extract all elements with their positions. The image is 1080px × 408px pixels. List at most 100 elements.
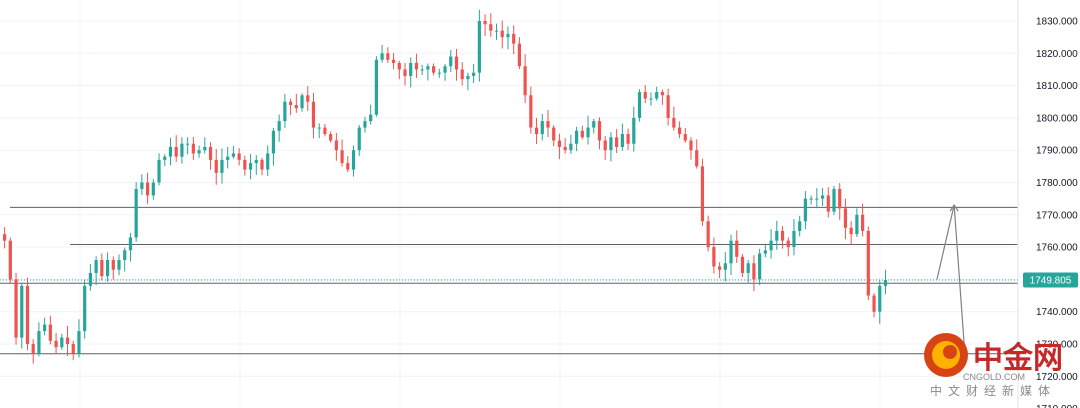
candle-down (866, 226, 870, 301)
candle-up (477, 9, 481, 82)
y-tick-label: 1810.000 (1036, 81, 1078, 92)
candle-body (872, 295, 876, 312)
candle-body (31, 344, 35, 354)
candle-body (552, 127, 556, 141)
candle-body (769, 240, 773, 251)
candle-up (746, 259, 750, 283)
candle-body (729, 240, 733, 264)
candle-body (809, 198, 813, 200)
candle-up (815, 188, 819, 209)
last-price-label: 1749.805 (1030, 276, 1072, 287)
candle-body (397, 62, 401, 70)
candle-up (655, 86, 659, 101)
candle-body (243, 159, 247, 170)
candle-body (466, 75, 470, 80)
candle-body (454, 56, 459, 70)
candle-up (506, 26, 510, 50)
candle-body (489, 24, 493, 31)
candle-down (460, 62, 464, 86)
candle-up (449, 50, 453, 73)
candle-up (231, 145, 235, 159)
watermark-tagline: 中文财经新媒体 (930, 383, 1056, 398)
candle-body (609, 137, 613, 151)
candle-down (111, 256, 115, 280)
candle-body (214, 159, 218, 173)
candle-body (323, 127, 327, 135)
candle-up (180, 137, 184, 164)
candle-up (151, 179, 155, 200)
candle-down (660, 89, 664, 105)
candle-body (718, 266, 722, 270)
candle-up (426, 63, 430, 81)
candle-up (380, 44, 384, 63)
candle-up (637, 89, 642, 122)
candle-body (186, 143, 190, 145)
candle-body (483, 21, 487, 25)
candle-body (689, 140, 693, 151)
candle-body (861, 214, 865, 231)
candle-up (77, 319, 81, 358)
candle-up (37, 322, 41, 357)
candle-down (65, 325, 70, 356)
candle-up (443, 63, 447, 81)
candle-body (340, 150, 344, 164)
candle-body (100, 260, 104, 277)
candle-body (649, 98, 653, 100)
candle-down (740, 253, 745, 278)
candle-body (460, 69, 464, 80)
candle-body (637, 92, 642, 118)
candle-down (403, 62, 407, 86)
candle-down (786, 237, 790, 257)
candle-up (832, 186, 836, 215)
candle-up (758, 248, 762, 285)
y-tick-label: 1790.000 (1036, 146, 1078, 157)
candle-down (432, 63, 436, 76)
candle-body (237, 153, 241, 160)
candle-body (449, 56, 453, 67)
candle-body (25, 285, 30, 344)
candle-body (883, 280, 888, 286)
candle-body (283, 101, 287, 122)
candle-down (391, 52, 396, 70)
candle-body (409, 62, 413, 76)
candle-body (586, 127, 590, 138)
candle-body (334, 140, 338, 151)
candle-down (615, 129, 619, 153)
candle-body (832, 188, 836, 212)
candle-body (65, 337, 70, 344)
candle-down (100, 253, 104, 281)
candle-down (237, 148, 241, 166)
candle-up (117, 254, 121, 276)
watermark-url: CNGOLD.COM (963, 372, 1025, 382)
candle-body (855, 214, 859, 235)
candle-body (820, 195, 825, 199)
candle-down (689, 137, 693, 160)
candle-up (168, 137, 173, 166)
candle-down (677, 121, 682, 139)
candle-down (14, 272, 18, 345)
candle-body (37, 331, 41, 354)
candle-body (603, 140, 607, 151)
candle-down (735, 230, 739, 263)
candle-down (311, 92, 316, 139)
candle-down (706, 215, 710, 252)
candle-body (220, 159, 224, 173)
last-price-badge (1023, 272, 1078, 288)
candle-down (214, 149, 218, 185)
candle-body (786, 240, 790, 248)
candle-up (317, 123, 321, 139)
candle-body (557, 140, 562, 147)
candle-down (626, 128, 630, 150)
candle-down (25, 277, 30, 351)
candle-down (386, 47, 390, 63)
candle-body (248, 163, 253, 170)
candle-up (226, 146, 230, 169)
candle-down (718, 262, 722, 279)
candle-up (592, 118, 596, 134)
candle-up (271, 127, 276, 166)
candle-body (317, 127, 321, 129)
candle-body (672, 117, 676, 128)
candle-down (454, 49, 459, 81)
